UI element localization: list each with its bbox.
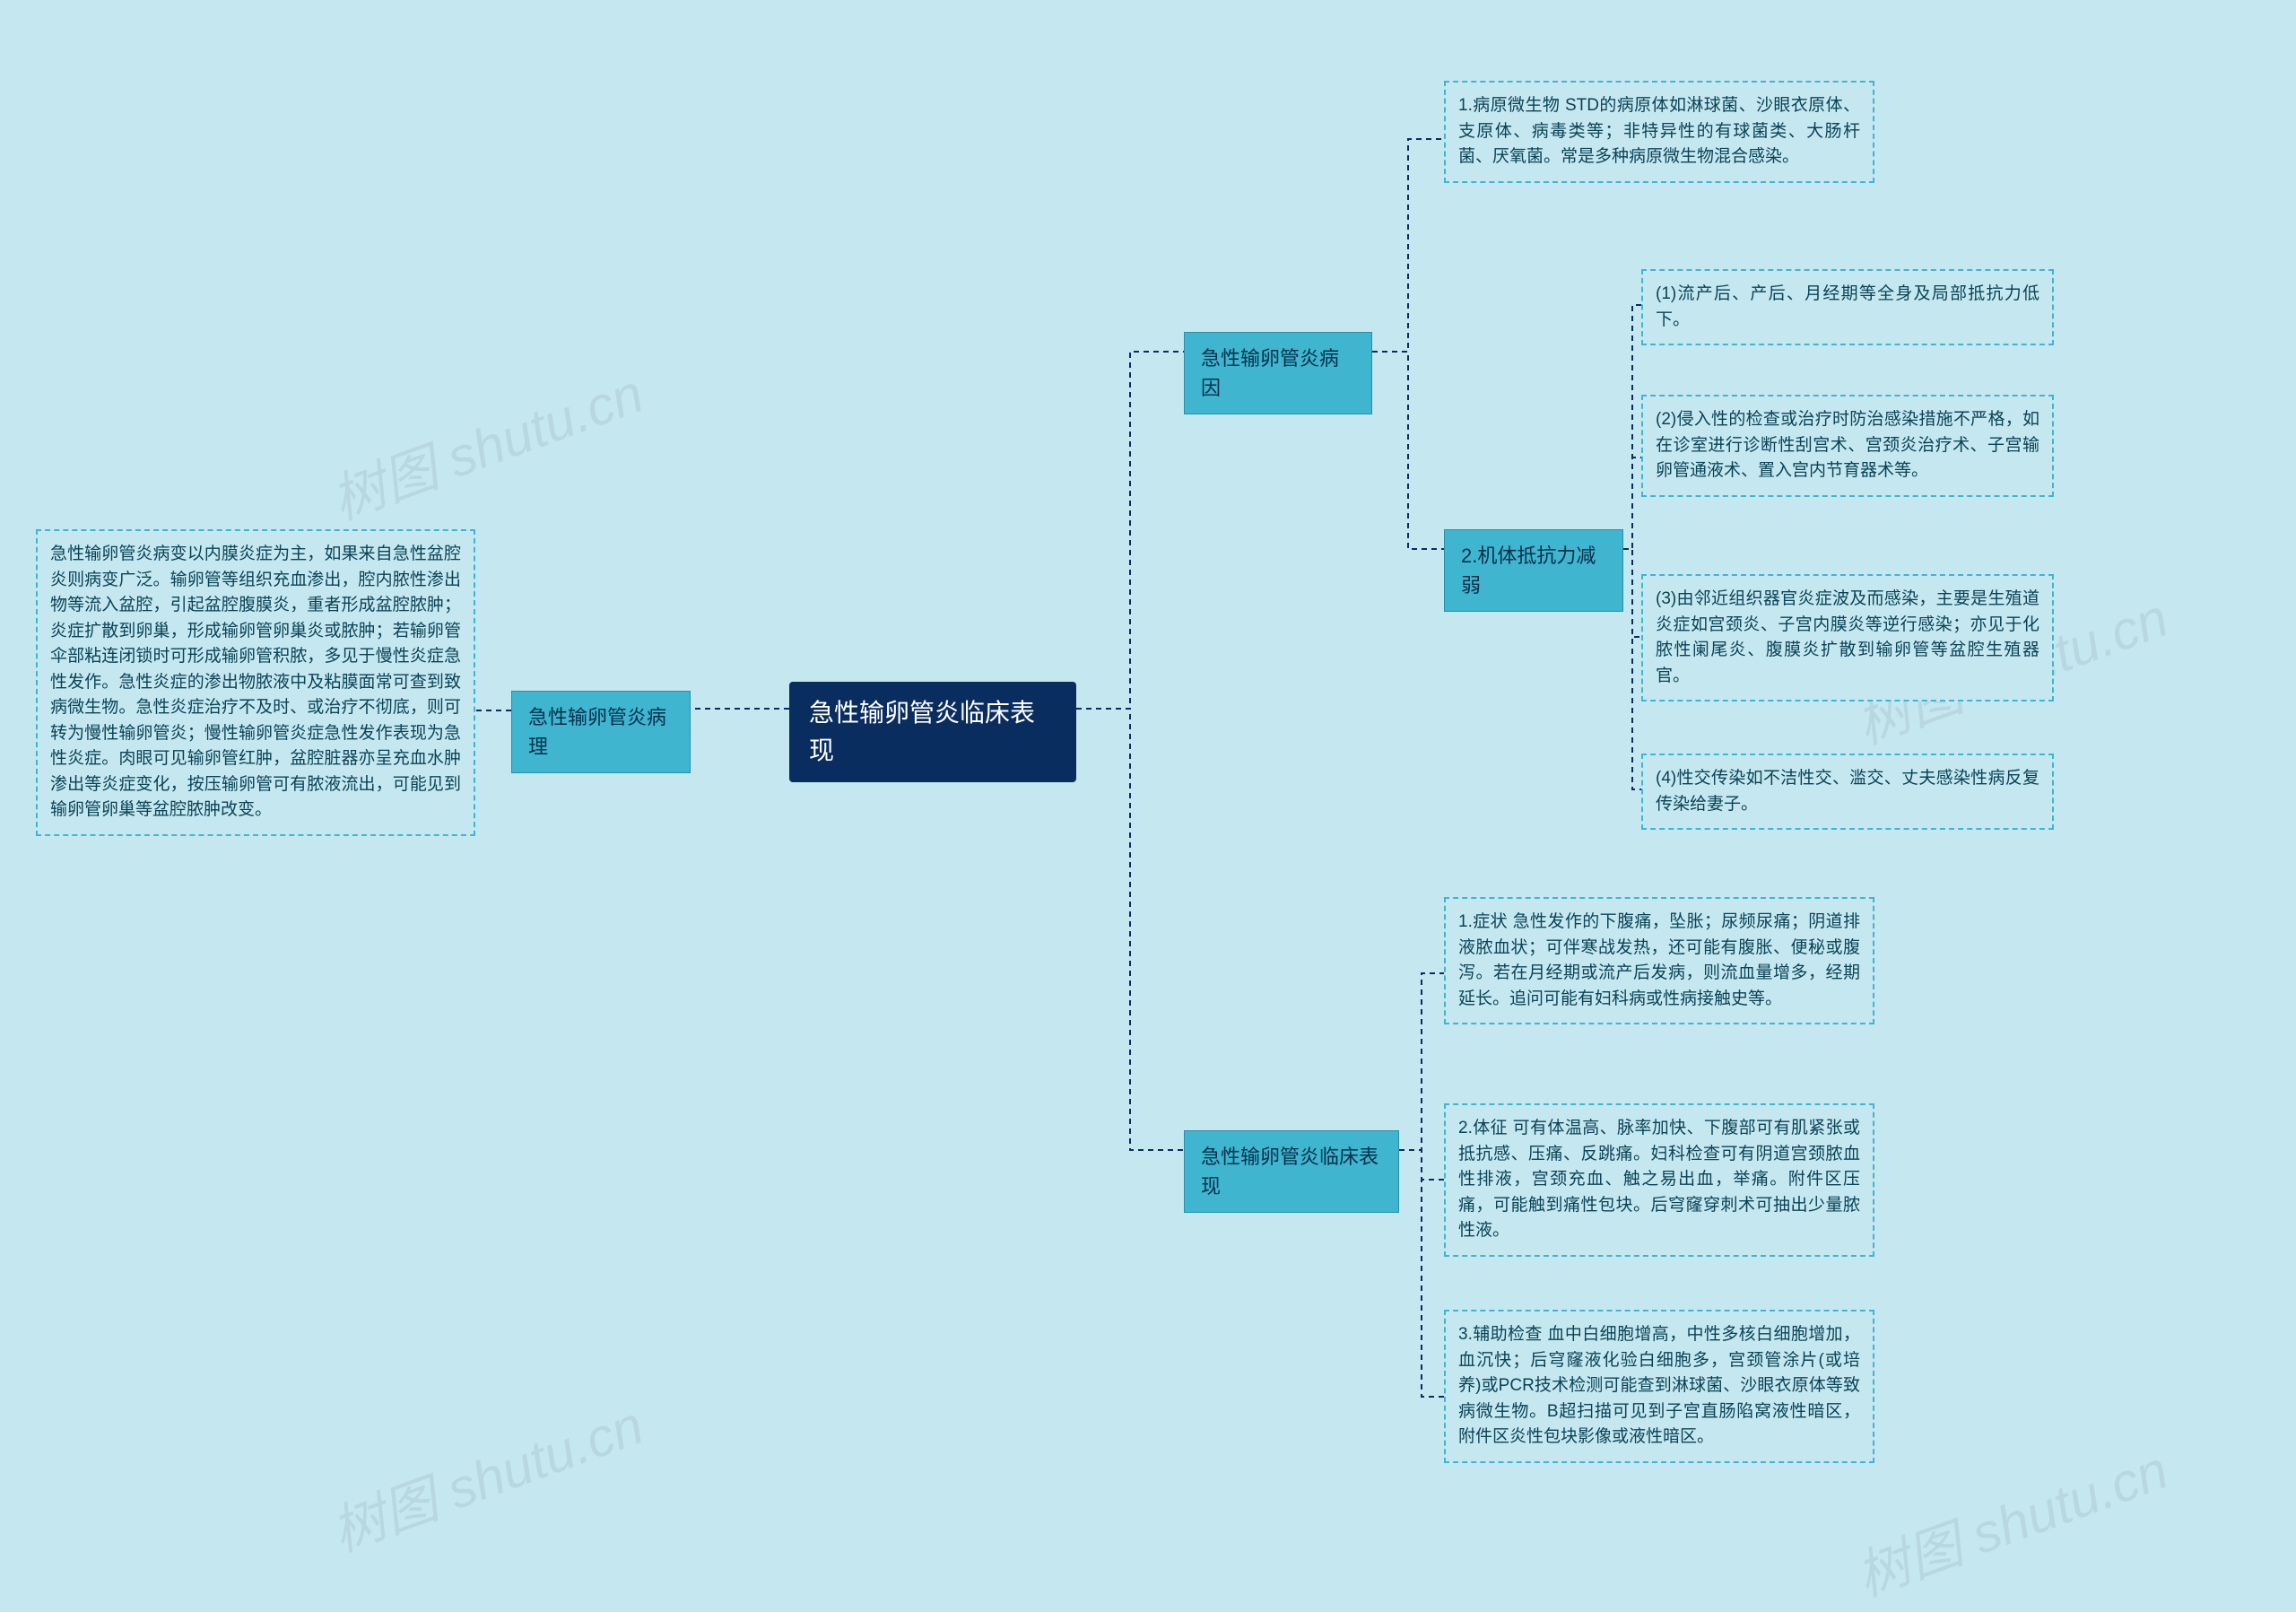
leaf-cause-2-1: (1)流产后、产后、月经期等全身及局部抵抗力低下。 <box>1641 269 2054 345</box>
leaf-pathology-text: 急性输卵管炎病变以内膜炎症为主，如果来自急性盆腔炎则病变广泛。输卵管等组织充血渗… <box>36 529 475 836</box>
watermark: 树图 shutu.cn <box>319 1381 652 1566</box>
watermark: 树图 shutu.cn <box>319 350 652 535</box>
leaf-cause-1: 1.病原微生物 STD的病原体如淋球菌、沙眼衣原体、支原体、病毒类等；非特异性的… <box>1444 81 1874 183</box>
watermark: 树图 shutu.cn <box>1844 1426 2177 1611</box>
leaf-symptom-2: 2.体征 可有体温高、脉率加快、下腹部可有肌紧张或抵抗感、压痛、反跳痛。妇科检查… <box>1444 1103 1874 1257</box>
edge <box>1372 352 1444 549</box>
center-node[interactable]: 急性输卵管炎临床表现 <box>789 682 1076 782</box>
edge <box>1623 549 1641 637</box>
leaf-cause-2-3: (3)由邻近组织器官炎症波及而感染，主要是生殖道炎症如宫颈炎、子宫内膜炎等逆行感… <box>1641 574 2054 701</box>
leaf-symptom-1: 1.症状 急性发作的下腹痛，坠胀；尿频尿痛；阴道排液脓血状；可伴寒战发热，还可能… <box>1444 897 1874 1024</box>
edge <box>1399 1150 1444 1180</box>
edge <box>1623 457 1641 549</box>
leaf-symptom-3: 3.辅助检查 血中白细胞增高，中性多核白细胞增加，血沉快；后穹窿液化验白细胞多，… <box>1444 1310 1874 1463</box>
branch-cause-2[interactable]: 2.机体抵抗力减弱 <box>1444 529 1623 612</box>
edge <box>1399 1150 1444 1397</box>
edge <box>1623 549 1641 789</box>
branch-pathology[interactable]: 急性输卵管炎病理 <box>511 691 691 773</box>
branch-symptoms[interactable]: 急性输卵管炎临床表现 <box>1184 1130 1399 1213</box>
edge <box>1076 352 1184 709</box>
edge <box>1076 709 1184 1150</box>
edge <box>1399 973 1444 1150</box>
edge <box>1623 305 1641 549</box>
branch-causes[interactable]: 急性输卵管炎病因 <box>1184 332 1372 414</box>
leaf-cause-2-2: (2)侵入性的检查或治疗时防治感染措施不严格，如在诊室进行诊断性刮宫术、宫颈炎治… <box>1641 395 2054 497</box>
edge <box>1372 139 1444 352</box>
leaf-cause-2-4: (4)性交传染如不洁性交、滥交、丈夫感染性病反复传染给妻子。 <box>1641 754 2054 830</box>
